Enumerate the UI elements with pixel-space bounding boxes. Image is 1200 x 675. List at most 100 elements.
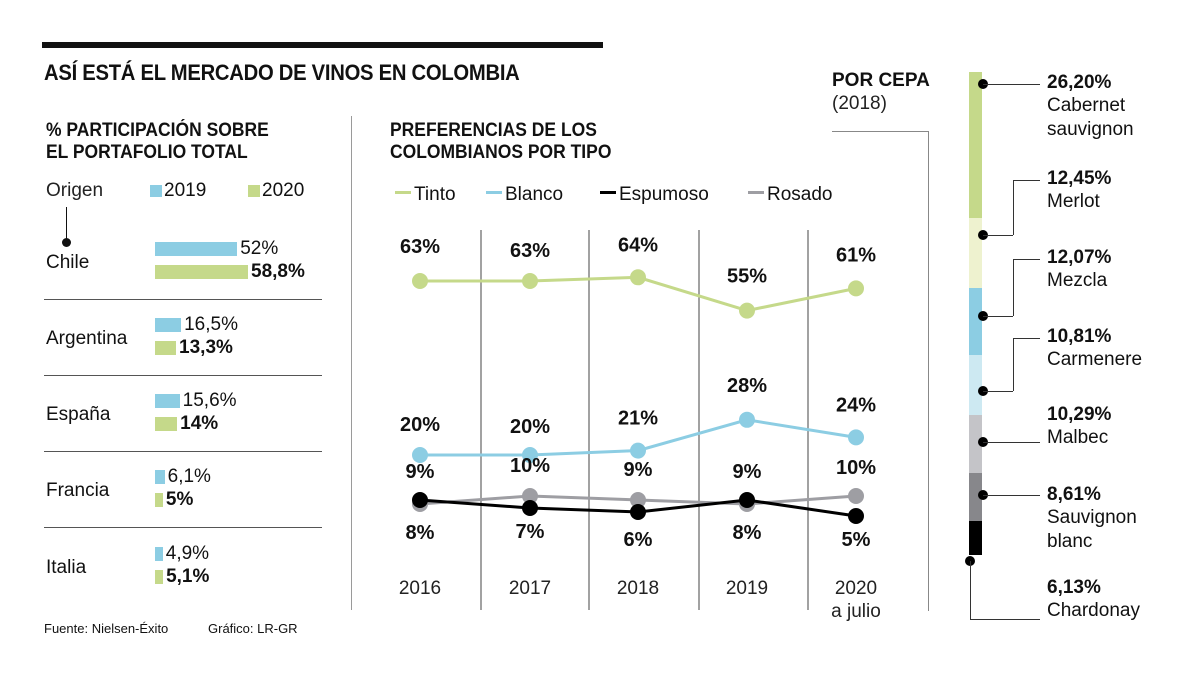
credit-note: Gráfico: LR-GR xyxy=(208,621,298,636)
x-tick-2017: 2017 xyxy=(509,578,551,599)
data-label-rosado-2016: 8% xyxy=(406,522,435,544)
data-label-tinto-2017: 63% xyxy=(510,240,550,262)
point-blanco-2018 xyxy=(630,442,646,459)
bar-2020-3 xyxy=(155,493,163,507)
origin-header: Origen xyxy=(46,180,104,201)
bar-label-2019-2: 15,6% xyxy=(182,390,237,411)
point-espumoso-2017 xyxy=(522,500,538,516)
legend-2020: 2020 xyxy=(248,180,304,202)
row-separator xyxy=(44,299,322,300)
line-chart: 63% 63% 64% 55% 61% 20% 20% 21% 28% 24% 9% 7% 6% 9% 5%… xyxy=(399,230,881,622)
data-label-tinto-2018: 64% xyxy=(618,234,658,256)
cepa-segment-4 xyxy=(969,415,982,473)
cepa-percent: 10,29% xyxy=(1047,404,1112,425)
cepa-percent: 12,45% xyxy=(1047,168,1112,189)
legend-espumoso-label: Espumoso xyxy=(619,184,709,205)
cepa-name: Merlot xyxy=(1047,191,1100,212)
data-label-espumoso-2018: 6% xyxy=(624,529,653,551)
point-blanco-2017 xyxy=(522,447,538,463)
x-tick-2018: 2018 xyxy=(617,578,659,599)
point-rosado-2018 xyxy=(630,492,646,508)
bar-label-2019-1: 16,5% xyxy=(184,314,238,335)
cepa-connector-4 xyxy=(983,442,1040,443)
legend-2020-swatch xyxy=(248,185,260,197)
cepa-title: POR CEPA xyxy=(832,70,930,91)
point-blanco-2020 xyxy=(848,429,864,446)
bar-2019-3 xyxy=(155,470,165,484)
cepa-connector-a-2 xyxy=(983,316,1013,317)
bar-label-2019-0: 52% xyxy=(240,238,279,259)
cepa-connector-b-2 xyxy=(1013,259,1040,260)
line-chart-title: PREFERENCIAS DE LOS COLOMBIANOS POR TIPO xyxy=(390,120,611,164)
legend-2019-label: 2019 xyxy=(164,180,207,201)
cepa-label-6: 6,13% Chardonay xyxy=(1047,577,1140,623)
point-blanco-2019 xyxy=(739,411,755,428)
x-tick-2020-sub: a julio xyxy=(831,601,881,622)
x-tick-2019: 2019 xyxy=(726,578,768,599)
cepa-percent: 12,07% xyxy=(1047,247,1112,268)
data-label-rosado-2017: 10% xyxy=(510,455,550,477)
row-separator xyxy=(44,375,322,376)
point-tinto-2019 xyxy=(739,302,755,319)
point-tinto-2016 xyxy=(412,273,428,289)
data-label-tinto-2019: 55% xyxy=(727,266,767,288)
bar-label-2020-2: 14% xyxy=(180,413,219,434)
cepa-label-4: 10,29% Malbec xyxy=(1047,404,1111,450)
bar-2019-2 xyxy=(155,394,180,408)
bar-label-2019-3: 6,1% xyxy=(167,466,211,487)
data-label-espumoso-2020: 5% xyxy=(842,529,871,551)
legend-tinto-label: Tinto xyxy=(414,184,456,205)
cepa-connector-h-6 xyxy=(970,619,1040,620)
cepa-connector-v-2 xyxy=(1013,259,1014,316)
data-label-blanco-2018: 21% xyxy=(618,408,658,430)
point-espumoso-2020 xyxy=(848,508,864,524)
point-tinto-2017 xyxy=(522,273,538,289)
origin-label-3: Francia xyxy=(46,480,110,501)
point-tinto-2018 xyxy=(630,269,646,286)
origin-label-2: España xyxy=(46,404,111,425)
origin-chart-title: % PARTICIPACIÓN SOBRE EL PORTAFOLIO TOTA… xyxy=(46,120,269,164)
cepa-name: blanc xyxy=(1047,531,1093,552)
cepa-bracket-side xyxy=(928,131,929,611)
bar-2020-2 xyxy=(155,417,178,431)
line-chart-title-line-1: PREFERENCIAS DE LOS xyxy=(390,120,597,141)
legend-2019-swatch xyxy=(150,185,162,197)
legend-rosado-label: Rosado xyxy=(767,184,833,205)
legend-2020-label: 2020 xyxy=(262,180,305,201)
legend-tinto: Tinto xyxy=(395,184,456,206)
cepa-connector-v-1 xyxy=(1013,180,1014,235)
data-label-tinto-2020: 61% xyxy=(836,244,876,266)
cepa-connector-v-3 xyxy=(1013,338,1014,391)
origin-label-1: Argentina xyxy=(46,328,128,349)
bar-2020-1 xyxy=(155,341,177,355)
cepa-name: Chardonay xyxy=(1047,600,1140,621)
cepa-percent: 10,81% xyxy=(1047,326,1112,347)
point-blanco-2016 xyxy=(412,447,428,463)
x-tick-2020: 2020 xyxy=(835,578,877,599)
data-label-tinto-2016: 63% xyxy=(400,236,440,258)
data-label-blanco-2019: 28% xyxy=(727,375,767,397)
title-rule xyxy=(42,42,603,48)
origin-label-0: Chile xyxy=(46,252,90,273)
cepa-bracket-top xyxy=(832,131,929,132)
bar-2019-4 xyxy=(155,547,163,561)
cepa-name: Carmenere xyxy=(1047,349,1143,370)
x-tick-2016: 2016 xyxy=(399,578,441,599)
point-espumoso-2016 xyxy=(412,492,428,508)
row-separator xyxy=(44,527,322,528)
line-chart-title-line-2: COLOMBIANOS POR TIPO xyxy=(390,142,612,163)
data-label-rosado-2018: 9% xyxy=(624,459,653,481)
data-label-rosado-2019: 8% xyxy=(733,522,762,544)
bar-2019-0 xyxy=(155,242,238,256)
cepa-percent: 8,61% xyxy=(1047,484,1101,505)
legend-rosado: Rosado xyxy=(748,184,833,206)
legend-rosado-line xyxy=(748,191,764,194)
cepa-label-0: 26,20% Cabernet sauvignon xyxy=(1047,72,1134,142)
cepa-connector-a-1 xyxy=(983,235,1013,236)
data-label-blanco-2016: 20% xyxy=(400,414,440,436)
origin-connector xyxy=(66,207,67,241)
point-rosado-2017 xyxy=(522,488,538,504)
origin-chart-title-line-2: EL PORTAFOLIO TOTAL xyxy=(46,142,248,163)
cepa-connector-b-1 xyxy=(1013,180,1040,181)
bar-label-2020-4: 5,1% xyxy=(166,566,210,587)
